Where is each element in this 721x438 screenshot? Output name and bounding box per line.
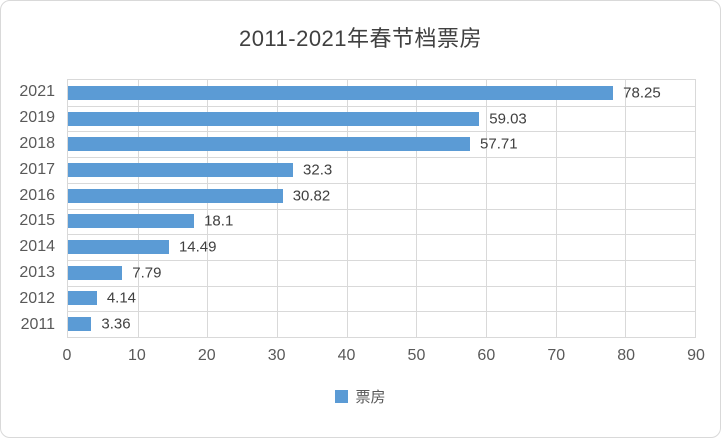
- bar-2019: [68, 111, 480, 126]
- bar-row: 14.49: [68, 234, 695, 260]
- category-label-2017: 2017: [19, 160, 55, 178]
- bar-2021: [68, 85, 614, 100]
- xtick-label-70: 70: [547, 347, 566, 364]
- category-label-2018: 2018: [19, 134, 55, 152]
- horizontal-gridline: [68, 182, 695, 184]
- bar-row: 59.03: [68, 106, 695, 132]
- xtick-label-20: 20: [197, 347, 216, 364]
- bar-value-label: 18.1: [204, 212, 234, 230]
- horizontal-gridline: [68, 285, 695, 287]
- horizontal-gridline: [68, 157, 695, 159]
- bar-value-label: 7.79: [132, 264, 162, 282]
- bar-value-label: 32.3: [303, 161, 333, 179]
- bar-value-label: 4.14: [106, 289, 137, 307]
- xtick-label-60: 60: [477, 347, 496, 364]
- xtick-label-80: 80: [617, 347, 636, 364]
- category-label-2011: 2011: [20, 316, 55, 334]
- bar-value-label: 3.36: [101, 315, 131, 333]
- legend-swatch-icon: [335, 390, 349, 403]
- xtick-label-30: 30: [267, 347, 286, 364]
- bar-row: 57.71: [68, 131, 695, 157]
- bar-value-label: 57.71: [480, 135, 518, 153]
- plot-area: 78.25 59.03 57.71 32.3 30.82 18.1 14.49 7.79 4.1…: [67, 79, 696, 338]
- bar-2018: [68, 137, 471, 152]
- horizontal-gridline: [68, 131, 695, 133]
- bar-2011: [68, 317, 92, 332]
- xtick-label-90: 90: [687, 347, 705, 364]
- bar-row: 30.82: [68, 183, 695, 209]
- xtick-label-0: 0: [62, 347, 72, 364]
- horizontal-gridline: [68, 208, 695, 210]
- bar-row: 32.3: [68, 157, 695, 183]
- category-label-2021: 2021: [19, 82, 55, 100]
- category-axis-labels: 2021 2019 2018 2017 2016 2015 2014 2013 2012 2011: [1, 79, 61, 338]
- bar-row: 4.14: [68, 286, 695, 312]
- horizontal-gridline: [68, 259, 695, 261]
- horizontal-gridline: [68, 234, 695, 236]
- horizontal-gridline: [68, 105, 695, 107]
- xtick-label-40: 40: [337, 347, 356, 364]
- bar-2013: [68, 265, 123, 280]
- bar-value-label: 14.49: [178, 238, 217, 256]
- bar-value-label: 59.03: [489, 110, 527, 128]
- bar-row: 78.25: [68, 80, 695, 106]
- bar-2014: [68, 240, 169, 255]
- bar-row: 18.1: [68, 209, 695, 235]
- horizontal-gridline: [68, 311, 695, 313]
- value-axis-labels: 0 10 20 30 40 50 60 70 80 90: [63, 347, 705, 367]
- chart-title: 2011-2021年春节档票房: [238, 26, 483, 51]
- bar-row: 7.79: [68, 260, 695, 286]
- legend-label: 票房: [355, 389, 386, 406]
- category-label-2016: 2016: [19, 186, 55, 204]
- xtick-label-50: 50: [407, 347, 426, 364]
- category-label-2015: 2015: [19, 212, 55, 230]
- category-label-2012: 2012: [19, 290, 55, 308]
- bar-2016: [68, 188, 283, 203]
- bar-value-label: 30.82: [292, 187, 331, 205]
- category-label-2013: 2013: [19, 264, 55, 282]
- xtick-label-10: 10: [127, 347, 146, 364]
- bar-2015: [68, 214, 195, 229]
- category-label-2019: 2019: [19, 108, 55, 126]
- bar-2012: [68, 291, 97, 306]
- bar-row: 3.36: [68, 311, 695, 337]
- bar-2017: [68, 162, 294, 177]
- bar-value-label: 78.25: [623, 84, 661, 102]
- legend: 票房: [1, 386, 720, 407]
- category-label-2014: 2014: [19, 238, 55, 256]
